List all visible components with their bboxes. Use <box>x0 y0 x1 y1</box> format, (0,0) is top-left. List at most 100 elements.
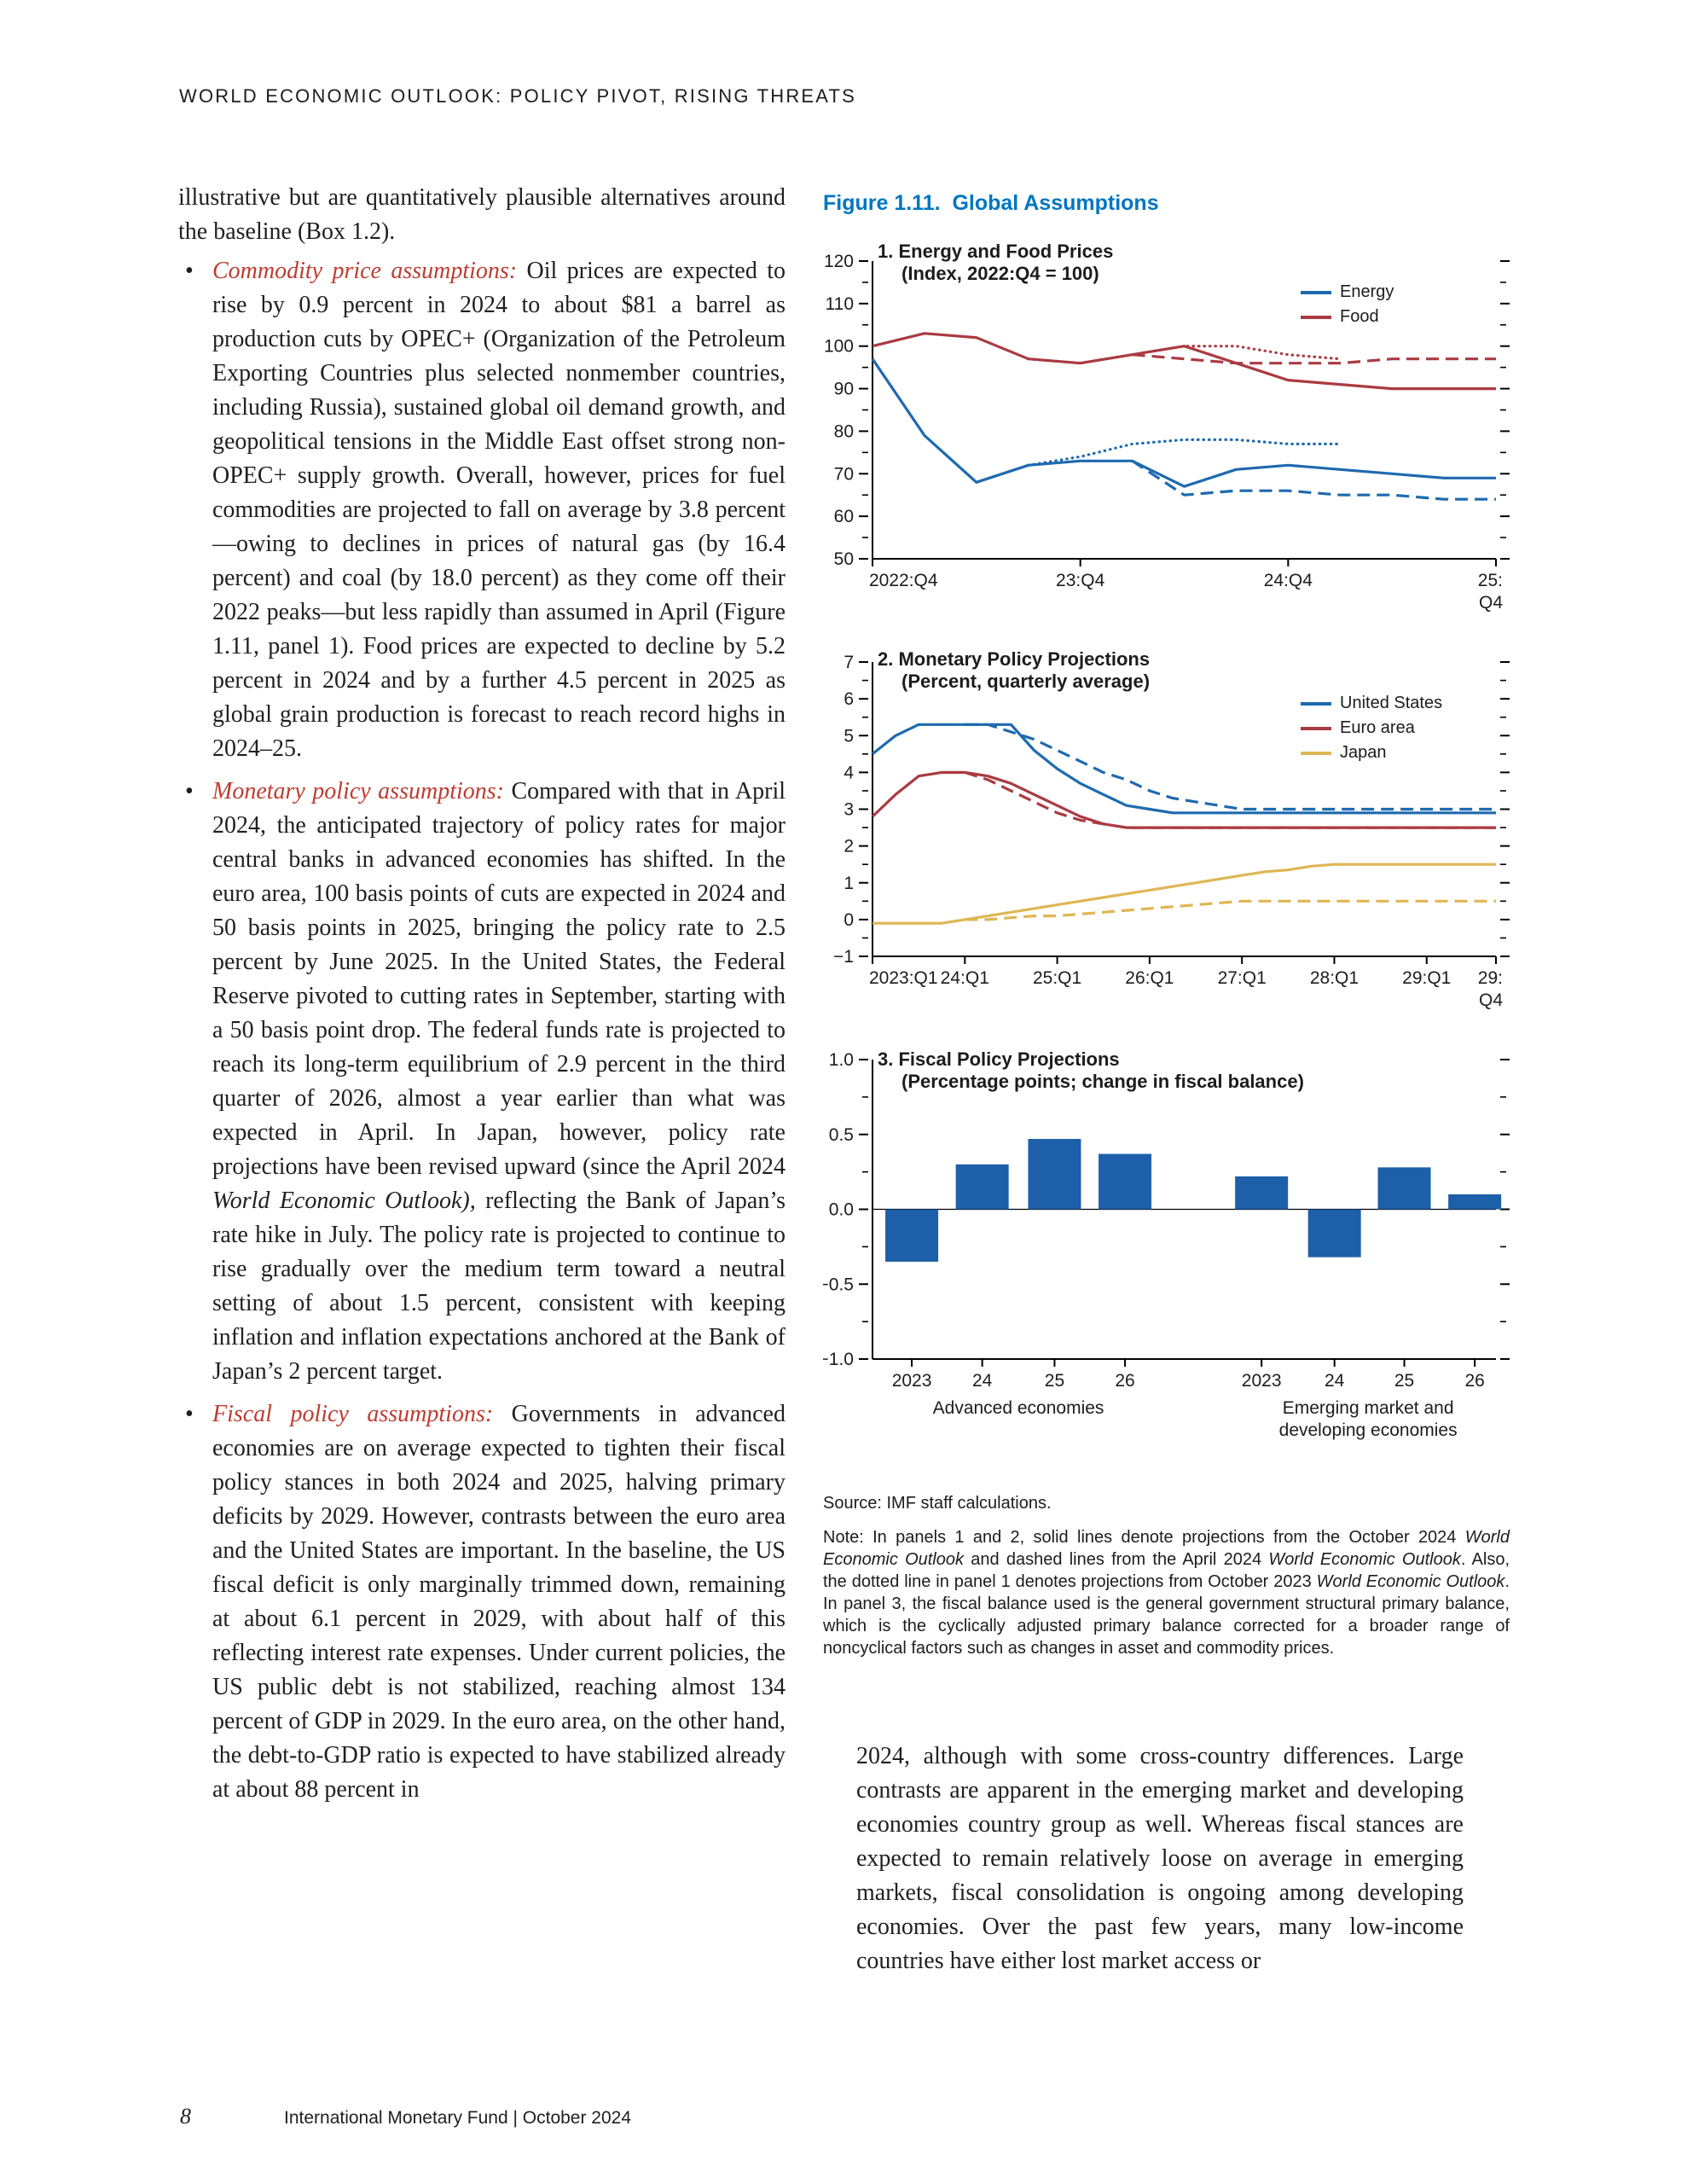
bullet-lead: Commodity price assumptions: <box>212 258 518 284</box>
left-column: illustrative but are quantitatively plau… <box>178 181 786 1815</box>
bar-label: 24 <box>972 1371 993 1391</box>
fiscal-bar-1-2023 <box>1235 1176 1289 1210</box>
bar-label: 2023 <box>892 1371 932 1391</box>
text-segment: Compared with that in April 2024, the an… <box>212 778 786 1180</box>
fiscal-bar-1-24 <box>1307 1209 1361 1258</box>
group-label: Emerging market and <box>1283 1398 1454 1418</box>
italic-text: World Economic Outlook <box>1268 1550 1461 1569</box>
y-tick-label: 0.0 <box>829 1200 854 1220</box>
text-segment: Governments in advanced economies are on… <box>212 1401 786 1803</box>
x-tick-label: 25:Q1 <box>1033 968 1081 988</box>
legend-line-sample <box>1301 701 1331 706</box>
fiscal-policy-chart: −1.0 −0.5 0.0 0.5 1.0 2023 24 25 26 Advanced econ… <box>823 1050 1510 1440</box>
legend-item: Energy <box>1301 280 1394 305</box>
bullet-text: Compared with that in April 2024, the an… <box>212 778 786 1385</box>
text-segment: . In panel 3, the fiscal balance used is… <box>823 1572 1510 1658</box>
series-euro-area-april-2024 <box>964 770 1496 829</box>
bullet-commodity-price-assumptions: Commodity price assumptions: Oil prices … <box>178 254 786 766</box>
panel-subtitle: (Percentage points; change in fiscal bal… <box>901 1071 1304 1092</box>
y-tick-label: −1.0 <box>823 1350 854 1369</box>
series-united-states-april-2024 <box>965 723 1496 811</box>
text-segment: Note: In panels 1 and 2, solid lines den… <box>823 1528 1465 1547</box>
y-tick-label: 3 <box>844 800 854 820</box>
legend-label: Food <box>1340 307 1379 326</box>
y-tick-label: 110 <box>826 294 854 314</box>
legend-line-sample <box>1301 726 1331 730</box>
italic-text: World Economic Outlook <box>823 1528 1510 1569</box>
group-label: Advanced economies <box>933 1398 1104 1418</box>
x-tick-label: 2022:Q4 <box>869 571 938 590</box>
bar-label: 24 <box>1325 1371 1345 1391</box>
y-tick-label: 5 <box>844 726 854 746</box>
y-tick-label: 2 <box>844 837 854 857</box>
bullet-text: Oil prices are expected to rise by 0.9 p… <box>212 258 786 762</box>
x-tick-label: 29:Q1 <box>1402 968 1451 988</box>
intro-paragraph: illustrative but are quantitatively plau… <box>178 184 786 245</box>
text-segment: . Also, the dotted line in panel 1 denot… <box>823 1550 1510 1591</box>
page-footer: 8 International Monetary Fund | October 2… <box>180 2104 631 2129</box>
panel-subtitle: (Index, 2022:Q4 = 100) <box>901 263 1099 284</box>
y-tick-label: 1.0 <box>829 1050 854 1070</box>
bullet-text: Governments in advanced economies are on… <box>212 1401 786 1803</box>
legend-label: Energy <box>1340 282 1394 301</box>
panel-title: 3. Fiscal Policy Projections <box>878 1048 1120 1070</box>
series-energy-october-2024 <box>871 357 1496 488</box>
legend-item: Japan <box>1301 741 1442 765</box>
series-energy-april-2024 <box>1131 459 1496 501</box>
bar-label: 2023 <box>1242 1371 1282 1391</box>
footer-text: International Monetary Fund | October 20… <box>284 2108 632 2128</box>
bar-label: 25 <box>1045 1371 1064 1391</box>
y-tick-label: 0 <box>844 910 854 930</box>
legend-monetary-policy: United States Euro area Japan <box>1301 691 1442 765</box>
panel-fiscal-policy: −1.0 −0.5 0.0 0.5 1.0 2023 24 25 26 Advanced econ… <box>823 1048 1514 1460</box>
panel-subtitle: (Percent, quarterly average) <box>901 671 1151 692</box>
y-tick-label: −1 <box>833 947 854 967</box>
text-segment: Oil prices are expected to rise by 0.9 p… <box>212 258 786 762</box>
y-tick-label: 4 <box>844 763 854 782</box>
bullet-lead: Fiscal policy assumptions: <box>212 1401 494 1427</box>
panel-energy-food-prices: 50 60 70 80 90 100 110 120 2022:Q4 23:Q4 24:Q4 25: Q… <box>823 241 1514 643</box>
figure-source: Source: IMF staff calculations. <box>823 1494 1052 1513</box>
y-tick-label: 1 <box>844 874 854 893</box>
x-tick-label: 25: <box>1478 571 1503 590</box>
legend-label: Euro area <box>1340 718 1415 737</box>
fiscal-bar-0-24 <box>955 1164 1009 1210</box>
italic-text: World Economic Outlook), <box>212 1188 476 1214</box>
italic-text: World Economic Outlook <box>1316 1572 1505 1591</box>
running-header: WORLD ECONOMIC OUTLOOK: POLICY PIVOT, RI… <box>179 85 857 107</box>
y-tick-label: 60 <box>834 507 854 526</box>
legend-label: Japan <box>1340 743 1387 762</box>
figure-note: Note: In panels 1 and 2, solid lines den… <box>823 1526 1510 1659</box>
fiscal-bar-0-26 <box>1099 1153 1152 1210</box>
x-tick-label: Q4 <box>1479 593 1503 613</box>
legend-item: Euro area <box>1301 716 1442 741</box>
y-tick-label: 90 <box>834 380 854 399</box>
legend-item: Food <box>1301 305 1394 329</box>
series-food-april-2024 <box>1132 353 1496 365</box>
bar-label: 26 <box>1464 1371 1484 1391</box>
y-tick-label: 7 <box>844 653 854 672</box>
x-tick-label: 27:Q1 <box>1218 968 1267 988</box>
series-food-october-2023 <box>1027 345 1342 365</box>
y-tick-label: 100 <box>824 337 854 357</box>
fiscal-bar-1-25 <box>1377 1167 1431 1210</box>
fiscal-bar-0-2023 <box>885 1209 939 1262</box>
y-tick-label: −0.5 <box>823 1275 854 1294</box>
series-japan-april-2024 <box>965 899 1496 921</box>
page-number: 8 <box>180 2104 191 2129</box>
bullet-lead: Monetary policy assumptions: <box>212 778 504 804</box>
bar-label: 25 <box>1394 1371 1414 1391</box>
y-tick-label: 70 <box>834 464 854 484</box>
legend-item: United States <box>1301 691 1442 716</box>
fiscal-bar-1-26 <box>1448 1194 1502 1210</box>
text-segment: and dashed lines from the April 2024 <box>964 1550 1269 1569</box>
legend-line-sample <box>1301 751 1331 755</box>
x-tick-label: 29: <box>1478 968 1503 988</box>
x-tick-label: 28:Q1 <box>1310 968 1359 988</box>
group-label: developing economies <box>1279 1420 1458 1440</box>
figure-title: Figure 1.11. Global Assumptions <box>823 191 1159 215</box>
bar-label: 26 <box>1115 1371 1134 1391</box>
legend-line-sample <box>1301 290 1331 294</box>
bullet-fiscal-policy-assumptions: Fiscal policy assumptions: Governments i… <box>178 1397 786 1807</box>
